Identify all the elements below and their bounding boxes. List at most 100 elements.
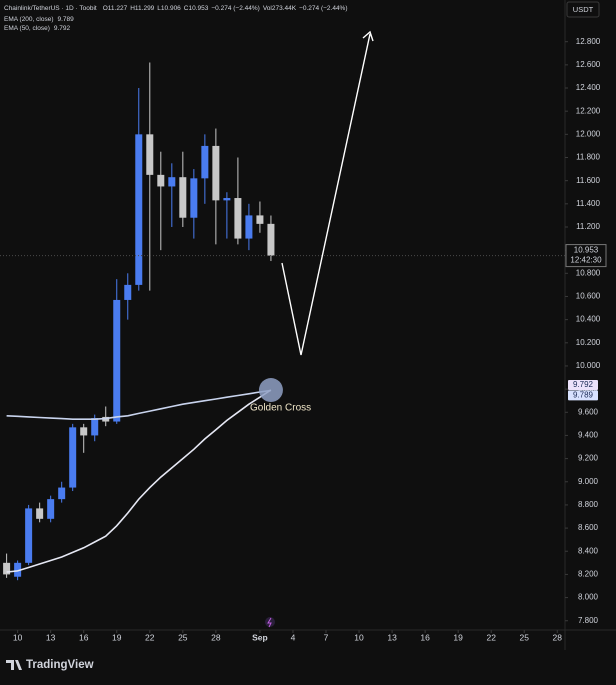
x-tick-label: 25 (520, 632, 530, 642)
countdown: 12:42:30 (570, 256, 602, 265)
price-box (565, 244, 607, 268)
ema-axis-label: 9.792 (573, 380, 594, 389)
legend-value: 9.792 (54, 25, 71, 32)
header: Chainlink/TetherUS · 1D · Toobit O11.227 H… (4, 5, 348, 12)
candle-body (146, 134, 154, 175)
ohlc: L10.906 (157, 5, 181, 12)
y-tick-label: 10.200 (576, 338, 601, 347)
legend-name[interactable]: EMA (200, close) (4, 16, 54, 23)
plot: 7.800 8.000 8.200 8.400 8.600 8.800 9.000 9.200… (0, 37, 607, 642)
y-tick-label: 8.000 (578, 593, 599, 602)
ema-axis-box (568, 380, 598, 391)
annotation-marker (258, 378, 283, 403)
y-tick-label: 11.600 (576, 176, 600, 185)
legend-value: 9.789 (58, 16, 75, 23)
candle-body (179, 177, 187, 218)
y-tick-label: 11.800 (576, 153, 600, 162)
footer (0, 650, 616, 680)
candle-body (190, 178, 198, 218)
x-tick-label: 13 (46, 632, 56, 642)
x-tick-label: 16 (420, 632, 430, 642)
x-tick-label: 28 (553, 632, 563, 642)
volume: Vol273.44K (263, 5, 297, 12)
brand-logo (6, 660, 22, 670)
x-tick-label: 10 (13, 632, 23, 642)
candle-body (80, 427, 88, 436)
event-glyph (267, 617, 272, 628)
y-tick-label: 9.400 (578, 431, 599, 440)
currency-box[interactable] (566, 1, 600, 18)
candle-body (36, 508, 44, 519)
x-tick-label: 28 (211, 632, 221, 642)
legend-name[interactable]: EMA (50, close) (4, 25, 50, 32)
y-tick-label: 9.000 (578, 477, 599, 486)
y-tick-label: 10.000 (576, 361, 601, 370)
x-tick-label: 16 (79, 632, 89, 642)
legend-entry: EMA (200, close) 9.789 (4, 16, 74, 23)
ema-axis-label: 9.789 (573, 391, 594, 400)
ohlc: C10.953 (184, 5, 209, 12)
candle-body (201, 145, 209, 179)
candle-body (135, 134, 143, 285)
candle-body (124, 284, 132, 300)
annotation: Golden Cross (250, 403, 311, 414)
candle-body (47, 499, 55, 519)
currency: USDT (573, 5, 594, 14)
ohlc: H11.299 (130, 5, 154, 12)
change: −0.274 (−2.44%) (211, 5, 259, 12)
y-tick-label: 12.200 (576, 106, 601, 115)
x-tick-label: 13 (387, 632, 397, 642)
y-tick-label: 9.200 (578, 454, 599, 463)
y-tick-label: 7.800 (578, 616, 599, 625)
y-tick-label: 12.400 (576, 83, 601, 92)
drawn-arrow (281, 33, 371, 356)
y-tick-label: 10.400 (576, 315, 601, 324)
symbol: Chainlink/TetherUS · 1D · Toobit (4, 5, 97, 12)
volume-change: −0.274 (−2.44%) (299, 5, 347, 12)
candle-body (245, 215, 253, 239)
x-tick-label: 19 (453, 632, 463, 642)
arrow-head (362, 30, 374, 42)
brand: TradingView (26, 659, 94, 671)
x-tick-label: Sep (252, 632, 268, 642)
x-tick-label: 4 (291, 632, 296, 642)
candle-body (14, 562, 22, 577)
x-tick-label: 25 (178, 632, 188, 642)
y-tick-label: 12.800 (576, 37, 601, 46)
y-tick-label: 11.400 (576, 199, 600, 208)
candle-body (113, 299, 121, 422)
candle-body (267, 223, 275, 256)
candle-body (256, 215, 264, 224)
y-tick-label: 12.000 (576, 129, 601, 138)
candle-body (91, 418, 99, 436)
candle-body (3, 562, 11, 575)
y-tick-label: 8.200 (578, 570, 599, 579)
x-tick-label: 22 (486, 632, 496, 642)
ema-axis-box (568, 390, 598, 401)
price-label: 10.953 (574, 246, 599, 255)
candle-body (168, 177, 176, 187)
legend-entry: EMA (50, close) 9.792 (4, 25, 71, 32)
y-tick-label: 10.800 (576, 268, 601, 277)
candle-body (58, 487, 66, 500)
ema-line (6, 389, 272, 420)
candle-body (69, 427, 77, 488)
candle-body (223, 198, 231, 201)
candle-body (234, 198, 242, 239)
y-tick-label: 8.600 (578, 523, 599, 532)
event-icon[interactable] (265, 617, 275, 627)
x-tick-label: 7 (324, 632, 329, 642)
ohlc: O11.227 (103, 5, 128, 12)
x-tick-label: 22 (145, 632, 155, 642)
ema-line (6, 389, 272, 573)
y-tick-label: 8.800 (578, 500, 599, 509)
candle-body (25, 508, 33, 563)
x-tick-label: 10 (354, 632, 364, 642)
candle-body (212, 145, 220, 201)
x-tick-label: 19 (112, 632, 122, 642)
y-tick-label: 10.600 (576, 292, 601, 301)
y-tick-label: 8.400 (578, 546, 599, 555)
